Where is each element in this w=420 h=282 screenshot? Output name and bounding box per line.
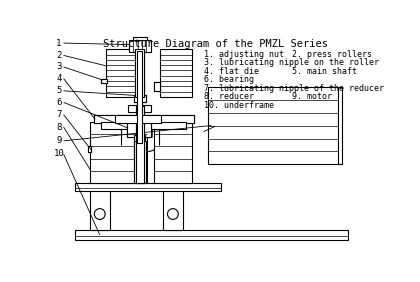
Text: 2. press rollers: 2. press rollers [292, 50, 372, 59]
Text: 1. adjusting nut: 1. adjusting nut [205, 50, 284, 59]
Bar [94, 115, 194, 123]
Bar [137, 51, 142, 143]
Bar [128, 122, 151, 137]
Bar [160, 49, 192, 97]
Bar [128, 105, 151, 113]
Bar [101, 78, 108, 83]
Text: 5. main shaft: 5. main shaft [292, 67, 357, 76]
Bar [163, 190, 183, 230]
Bar [88, 146, 91, 152]
Bar [207, 87, 342, 164]
Bar [136, 106, 144, 183]
Text: 3: 3 [56, 62, 62, 71]
Bar [101, 122, 186, 129]
Text: Structure Diagram of the PMZL Series: Structure Diagram of the PMZL Series [103, 39, 328, 49]
Text: 7: 7 [56, 110, 62, 119]
Text: 10. underframe: 10. underframe [205, 101, 275, 110]
Text: 4: 4 [56, 74, 62, 83]
Text: 8: 8 [56, 122, 62, 131]
Text: 6. bearing: 6. bearing [205, 75, 255, 84]
Bar [106, 49, 138, 97]
Text: 9: 9 [56, 136, 62, 145]
Text: 1: 1 [56, 39, 62, 48]
Bar [154, 81, 160, 91]
Bar [154, 81, 160, 91]
Text: 7. lubricating nipple of the reducer: 7. lubricating nipple of the reducer [205, 84, 384, 93]
Bar [138, 81, 144, 91]
Bar [129, 40, 151, 52]
Bar [128, 122, 151, 137]
Text: 9. motor: 9. motor [292, 92, 332, 101]
Bar [133, 37, 147, 40]
Bar [134, 141, 146, 183]
Text: 6: 6 [56, 98, 62, 107]
Bar [154, 122, 192, 183]
Bar [75, 183, 221, 191]
Text: 8. reducer: 8. reducer [205, 92, 255, 101]
Text: 3. lubricating nipple on the roller: 3. lubricating nipple on the roller [205, 58, 380, 67]
Bar [75, 230, 349, 240]
Bar [88, 146, 91, 152]
Bar [94, 115, 194, 123]
Bar [90, 122, 147, 183]
Bar [134, 95, 146, 102]
Bar [101, 78, 108, 83]
Bar [90, 190, 110, 230]
Text: 5: 5 [56, 86, 62, 95]
Bar [134, 95, 146, 102]
Bar [135, 49, 144, 97]
Text: 10: 10 [54, 149, 64, 158]
Bar [115, 115, 161, 123]
Bar [134, 135, 145, 143]
Text: 4. flat die: 4. flat die [205, 67, 260, 76]
Bar [138, 81, 144, 91]
Text: 2: 2 [56, 51, 62, 60]
